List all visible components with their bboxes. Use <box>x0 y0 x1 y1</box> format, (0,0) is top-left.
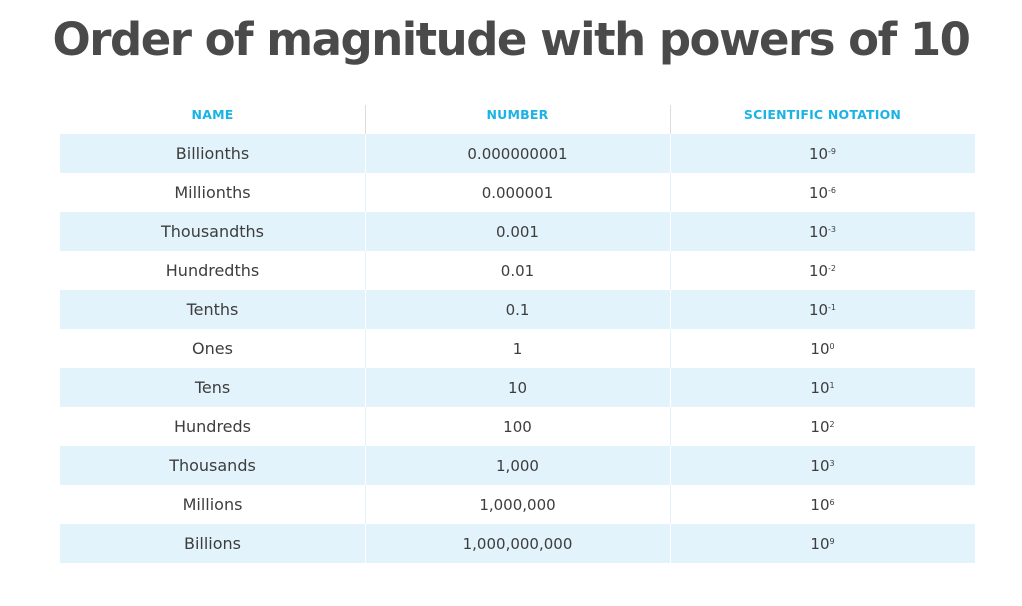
number-cell: 10 <box>365 368 670 407</box>
number-cell: 1 <box>365 329 670 368</box>
number-cell: 1,000 <box>365 446 670 485</box>
scientific-notation-cell: 10 1 <box>670 368 975 407</box>
notation-base: 10 <box>808 222 829 241</box>
table-row: Thousands 1,000 10 3 <box>60 446 975 485</box>
name-cell: Hundreds <box>173 417 252 436</box>
notation-exponent: -1 <box>828 303 837 312</box>
notation-base: 10 <box>810 534 830 553</box>
scientific-notation-cell: 10 0 <box>670 329 975 368</box>
table-row: Tenths 0.1 10 -1 <box>60 290 975 329</box>
number-cell: 0.001 <box>365 212 670 251</box>
notation-exponent: -2 <box>828 264 837 273</box>
header-name: NAME <box>191 107 234 122</box>
name-cell: Thousands <box>169 456 256 475</box>
notation-exponent: 3 <box>829 459 835 468</box>
notation-base: 10 <box>810 339 830 358</box>
table-row: Thousandths 0.001 10 -3 <box>60 212 975 251</box>
notation-base: 10 <box>810 417 830 436</box>
number-cell: 0.1 <box>365 290 670 329</box>
scientific-notation-cell: 10 3 <box>670 446 975 485</box>
name-cell: Billions <box>183 534 242 553</box>
name-cell: Tenths <box>186 300 239 319</box>
scientific-notation-cell: 10 -9 <box>670 134 975 173</box>
name-cell: Millions <box>182 495 243 514</box>
header-scientific-notation: SCIENTIFIC NOTATION <box>670 95 975 134</box>
scientific-notation-cell: 10 9 <box>670 524 975 563</box>
table-row: Hundreds 100 10 2 <box>60 407 975 446</box>
table-row: Hundredths 0.01 10 -2 <box>60 251 975 290</box>
notation-exponent: 9 <box>829 537 835 546</box>
notation-exponent: -3 <box>828 225 837 234</box>
name-cell: Ones <box>192 339 233 358</box>
name-cell: Billionths <box>175 144 250 163</box>
scientific-notation-cell: 10 -2 <box>670 251 975 290</box>
notation-base: 10 <box>808 261 829 280</box>
number-cell: 0.000001 <box>365 173 670 212</box>
table-row: Billions 1,000,000,000 10 9 <box>60 524 975 563</box>
header-number: NUMBER <box>365 95 670 134</box>
notation-exponent: 2 <box>829 420 835 429</box>
notation-base: 10 <box>810 456 830 475</box>
name-cell: Millionths <box>174 183 251 202</box>
notation-base: 10 <box>810 495 830 514</box>
name-cell: Hundredths <box>165 261 260 280</box>
number-cell: 1,000,000,000 <box>365 524 670 563</box>
notation-exponent: 0 <box>829 342 835 351</box>
notation-exponent: -9 <box>828 147 837 156</box>
notation-exponent: 6 <box>829 498 835 507</box>
table-row: Millions 1,000,000 10 6 <box>60 485 975 524</box>
scientific-notation-cell: 10 -6 <box>670 173 975 212</box>
number-cell: 0.000000001 <box>365 134 670 173</box>
number-cell: 1,000,000 <box>365 485 670 524</box>
number-cell: 0.01 <box>365 251 670 290</box>
number-cell: 100 <box>365 407 670 446</box>
name-cell: Thousandths <box>160 222 265 241</box>
table-row: Billionths 0.000000001 10 -9 <box>60 134 975 173</box>
notation-base: 10 <box>808 144 829 163</box>
table-row: Millionths 0.000001 10 -6 <box>60 173 975 212</box>
notation-base: 10 <box>810 378 830 397</box>
magnitude-table: NAME NUMBER SCIENTIFIC NOTATION Billiont… <box>60 95 975 563</box>
notation-base: 10 <box>808 183 829 202</box>
scientific-notation-cell: 10 2 <box>670 407 975 446</box>
notation-base: 10 <box>808 300 829 319</box>
page-title: Order of magnitude with powers of 10 <box>52 13 971 66</box>
notation-exponent: 1 <box>829 381 835 390</box>
table-row: Ones 1 10 0 <box>60 329 975 368</box>
scientific-notation-cell: 10 -3 <box>670 212 975 251</box>
table-header-row: NAME NUMBER SCIENTIFIC NOTATION <box>60 95 975 134</box>
table-row: Tens 10 10 1 <box>60 368 975 407</box>
scientific-notation-cell: 10 6 <box>670 485 975 524</box>
name-cell: Tens <box>194 378 231 397</box>
notation-exponent: -6 <box>828 186 837 195</box>
scientific-notation-cell: 10 -1 <box>670 290 975 329</box>
